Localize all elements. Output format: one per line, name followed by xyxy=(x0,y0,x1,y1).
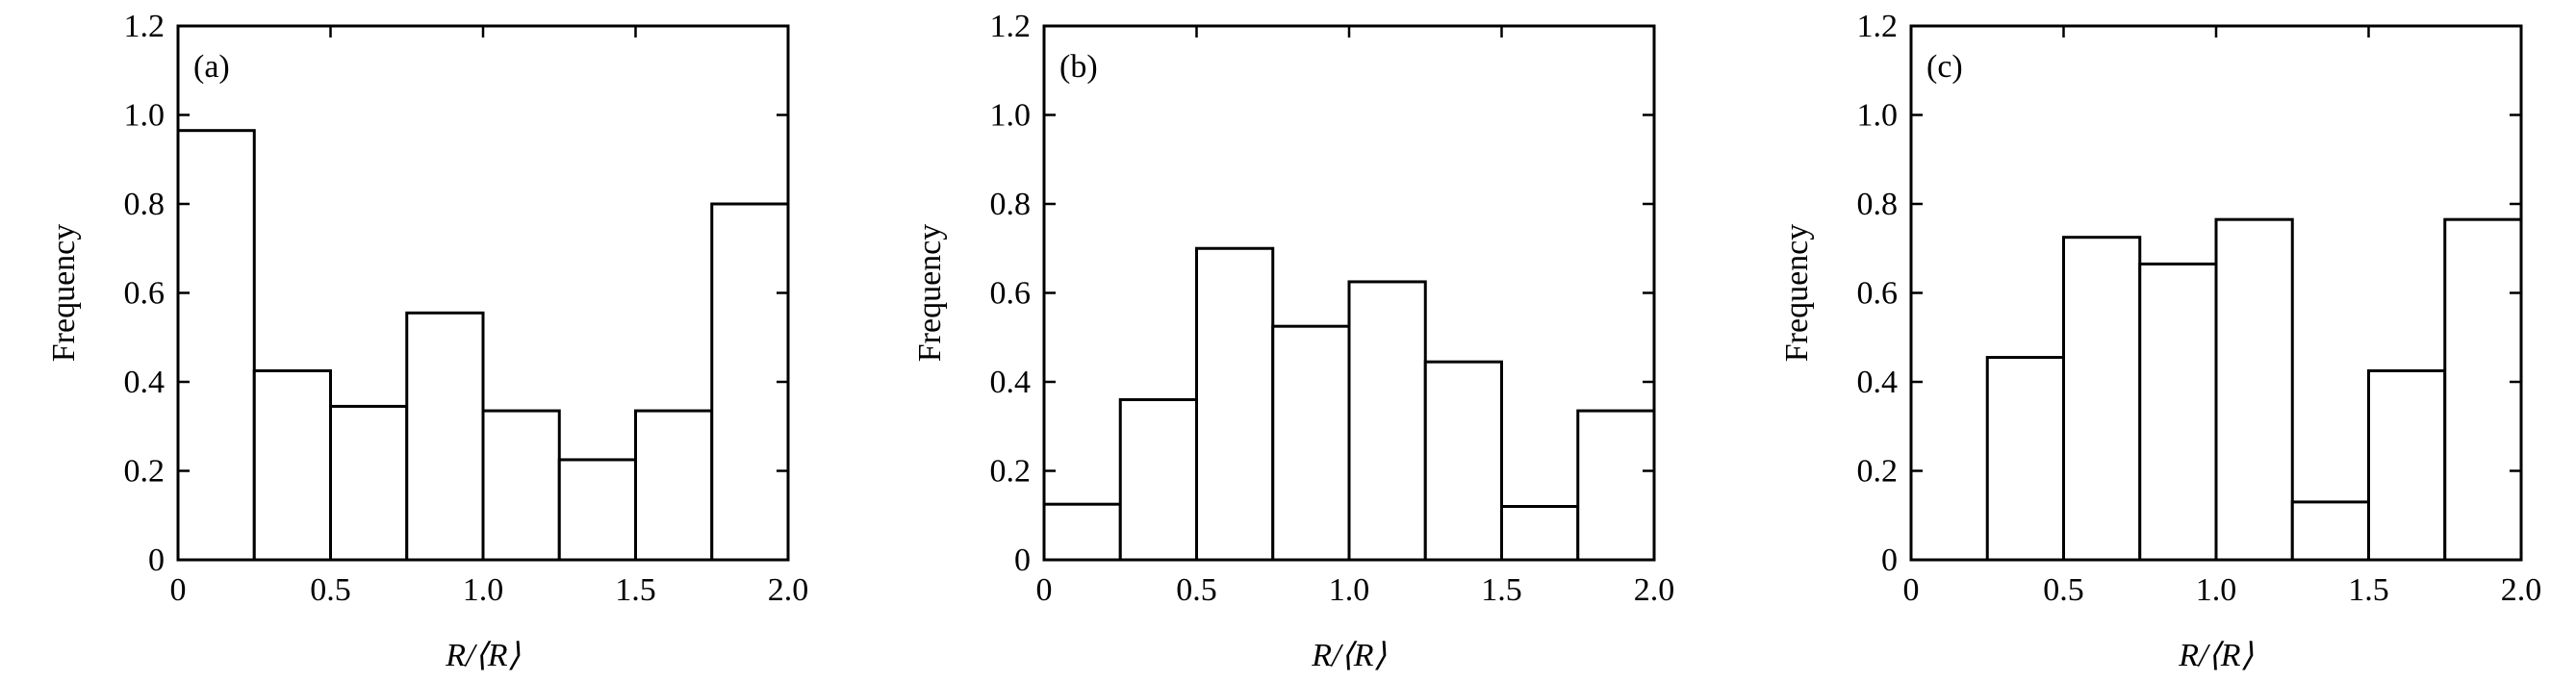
bar xyxy=(2367,368,2447,562)
y-axis-label: Frequency xyxy=(1779,224,1815,363)
bar xyxy=(1271,324,1351,562)
bar xyxy=(710,202,790,562)
y-tick-label: 0.2 xyxy=(990,454,1032,490)
y-tick-label: 0.6 xyxy=(124,276,166,312)
y-tick-label: 0.2 xyxy=(1857,454,1899,490)
y-tick-label: 0.6 xyxy=(1857,276,1899,312)
x-axis-label: R/⟨R⟩ xyxy=(1311,638,1387,673)
x-tick-label: 1.0 xyxy=(2196,572,2237,608)
bar xyxy=(1576,409,1656,562)
y-tick-label: 1.2 xyxy=(990,9,1032,44)
bar xyxy=(329,404,409,562)
bar xyxy=(1118,398,1198,562)
panel-label: (a) xyxy=(193,49,230,85)
x-axis-label: R/⟨R⟩ xyxy=(445,638,521,673)
x-tick-label: 1.0 xyxy=(1329,572,1370,608)
x-tick-label: 2.0 xyxy=(2501,572,2542,608)
x-tick-label: 0.5 xyxy=(2043,572,2084,608)
y-tick-label: 0 xyxy=(1014,543,1031,578)
x-tick-label: 1.5 xyxy=(615,572,656,608)
bar xyxy=(405,311,485,562)
bar xyxy=(634,409,714,562)
y-tick-label: 0.4 xyxy=(1857,365,1899,400)
x-tick-label: 0 xyxy=(170,572,187,608)
x-tick-label: 1.0 xyxy=(463,572,504,608)
bar xyxy=(2138,262,2218,562)
x-tick-label: 1.5 xyxy=(1481,572,1522,608)
x-tick-label: 2.0 xyxy=(768,572,809,608)
bar xyxy=(1347,280,1427,562)
x-tick-label: 0 xyxy=(1903,572,1920,608)
y-tick-label: 1.0 xyxy=(990,98,1032,134)
y-tick-label: 0 xyxy=(1881,543,1898,578)
y-tick-label: 0.8 xyxy=(1857,187,1899,222)
y-tick-label: 1.2 xyxy=(124,9,166,44)
x-tick-label: 0 xyxy=(1036,572,1053,608)
bar xyxy=(2062,236,2142,562)
y-tick-label: 0.2 xyxy=(124,454,166,490)
bar xyxy=(481,409,561,562)
x-tick-label: 2.0 xyxy=(1634,572,1675,608)
bar xyxy=(1985,356,2065,562)
panel-label: (c) xyxy=(1926,49,1963,85)
y-tick-label: 1.0 xyxy=(124,98,166,134)
bar xyxy=(1423,360,1503,562)
bar xyxy=(252,368,332,562)
panel-label: (b) xyxy=(1059,49,1098,85)
y-tick-label: 1.2 xyxy=(1857,9,1899,44)
x-tick-label: 0.5 xyxy=(310,572,351,608)
y-tick-label: 0.4 xyxy=(124,365,166,400)
x-tick-label: 1.5 xyxy=(2348,572,2389,608)
bar xyxy=(2214,217,2294,562)
bar xyxy=(1500,505,1580,562)
y-tick-label: 0 xyxy=(148,543,165,578)
bar xyxy=(1195,246,1275,562)
bar xyxy=(176,129,256,562)
bar xyxy=(1042,502,1122,562)
y-tick-label: 0.6 xyxy=(990,276,1032,312)
bar xyxy=(2443,217,2523,562)
y-axis-label: Frequency xyxy=(912,224,948,363)
y-tick-label: 0.8 xyxy=(990,187,1032,222)
bar xyxy=(557,458,637,562)
x-axis-label: R/⟨R⟩ xyxy=(2178,638,2254,673)
x-tick-label: 0.5 xyxy=(1176,572,1217,608)
y-tick-label: 0.8 xyxy=(124,187,166,222)
y-tick-label: 1.0 xyxy=(1857,98,1899,134)
y-axis-label: Frequency xyxy=(46,224,82,363)
y-tick-label: 0.4 xyxy=(990,365,1032,400)
bar xyxy=(2290,500,2370,562)
